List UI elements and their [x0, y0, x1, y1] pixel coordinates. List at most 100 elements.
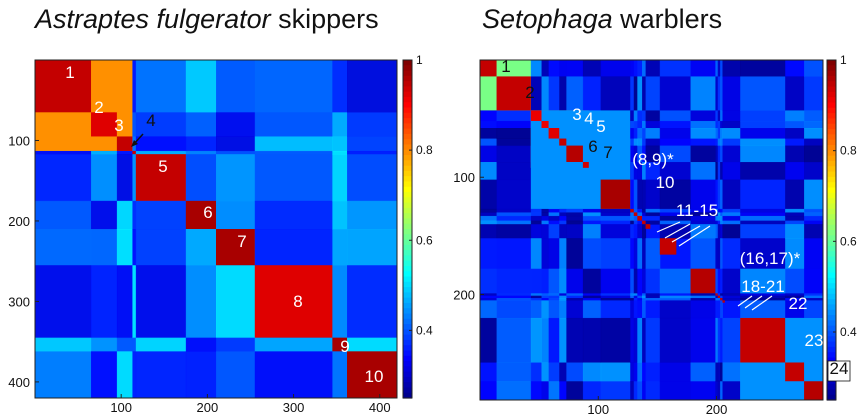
panel-1-x-tick-label: 300 [283, 400, 305, 415]
panel-1-colorbar-swatch [403, 324, 412, 330]
panel-2-offdiag-cell [497, 110, 532, 121]
panel-1-offdiag-cell [117, 201, 133, 230]
panel-2-offdiag-cell [804, 162, 823, 180]
panel-2-colorbar-swatch [827, 172, 836, 178]
panel-2-offdiag-cell [785, 146, 804, 163]
panel-2-offdiag-cell [601, 221, 631, 225]
panel-2-offdiag-cell [785, 162, 804, 180]
panel-2-offdiag-cell [722, 212, 740, 216]
panel-2-offdiag-cell [691, 362, 716, 381]
panel-1-block-label-6: 6 [203, 203, 212, 222]
panel-2-offdiag-cell [634, 269, 638, 294]
panel-2-block-label-7: 7 [603, 143, 612, 162]
panel-1-block-label-7: 7 [237, 232, 246, 251]
panel-2-offdiag-cell [566, 238, 583, 269]
panel-2-offdiag-cell [480, 110, 497, 121]
panel-2-colorbar-swatch [827, 246, 836, 252]
panel-2-offdiag-cell [549, 209, 560, 213]
panel-2-block-label-10: 10 [656, 173, 675, 192]
panel-1-offdiag-cell [347, 201, 397, 230]
panel-2-offdiag-cell [542, 216, 550, 221]
panel-1-offdiag-cell [186, 60, 217, 113]
panel-2-offdiag-cell [646, 238, 661, 269]
panel-2-colorbar-swatch [827, 288, 836, 294]
panel-2-offdiag-cell [566, 224, 583, 239]
panel-2-offdiag-cell [634, 381, 638, 400]
panel-2-offdiag-cell [601, 224, 631, 239]
panel-2-offdiag-cell [804, 76, 823, 111]
panel-2-offdiag-cell [531, 269, 542, 294]
panel-2-offdiag-cell [549, 60, 560, 77]
panel-2-offdiag-cell [691, 221, 716, 225]
panel-2-block-label-24: 24 [830, 359, 849, 378]
panel-2-colorbar-swatch [827, 320, 836, 326]
panel-2-offdiag-cell [549, 221, 560, 225]
panel-1-x-tick-label: 400 [369, 400, 391, 415]
panel-1-offdiag-cell [186, 351, 217, 398]
panel-1-offdiag-cell [117, 151, 133, 155]
panel-2-offdiag-cell [542, 381, 550, 400]
panel-1-offdiag-cell [347, 136, 397, 151]
panel-2-offdiag-cell [722, 269, 740, 294]
panel-2-offdiag-cell [630, 60, 634, 77]
panel-2-offdiag-cell [637, 209, 642, 213]
panel-2-colorbar-swatch [827, 166, 836, 172]
panel-2-colorbar-swatch [827, 182, 836, 188]
panel-2-offdiag-cell [642, 139, 646, 147]
panel-1-offdiag-cell [136, 351, 186, 398]
panel-2-colorbar-swatch [827, 108, 836, 114]
panel-1-y-tick-label: 400 [8, 375, 30, 390]
panel-1-colorbar-swatch [403, 366, 412, 372]
panel-1-colorbar-tick-label: 1 [416, 53, 423, 67]
panel-2-offdiag-cell [583, 216, 601, 221]
panel-1-colorbar-tick-label: 0.8 [416, 143, 433, 157]
panel-2-offdiag-cell [646, 212, 661, 216]
panel-2-offdiag-cell [531, 300, 542, 318]
panel-2-offdiag-cell [630, 221, 634, 225]
panel-2-offdiag-cell [740, 216, 785, 221]
panel-1-colorbar-swatch [403, 113, 412, 119]
panel-2-offdiag-cell [785, 212, 804, 216]
panel-2-offdiag-cell [630, 121, 634, 129]
panel-2-offdiag-cell [559, 224, 567, 239]
panel-1-offdiag-cell [136, 136, 186, 151]
panel-1-offdiag-cell [132, 112, 136, 137]
panel-2-offdiag-cell [559, 300, 567, 318]
panel-2-offdiag-cell [497, 221, 532, 225]
panel-2-block-label-4: 4 [584, 109, 593, 128]
panel-2-block-5 [549, 128, 560, 139]
panel-2-offdiag-cell [559, 381, 567, 400]
panel-1-offdiag-cell [216, 338, 255, 352]
panel-2-colorbar-swatch [827, 71, 836, 77]
panel-2-offdiag-cell [630, 128, 634, 139]
panel-2-offdiag-cell [630, 300, 634, 318]
panel-2-offdiag-cell [634, 238, 638, 269]
panel-2-colorbar-swatch [827, 304, 836, 310]
panel-1-offdiag-cell [255, 201, 333, 230]
panel-1-colorbar-swatch [403, 335, 412, 341]
panel-2-colorbar-swatch [827, 209, 836, 215]
panel-2-offdiag-cell [804, 128, 823, 139]
panel-1-offdiag-cell [35, 265, 92, 338]
panel-2-colorbar-tick-label: 0.6 [840, 234, 857, 248]
panel-2-offdiag-cell [660, 76, 691, 111]
panel-2-offdiag-cell [804, 139, 823, 147]
panel-2-offdiag-cell [691, 238, 716, 269]
panel-2-offdiag-cell [531, 362, 542, 381]
panel-1-offdiag-cell [186, 151, 217, 155]
panel-2-colorbar-tick-label: 0.8 [840, 144, 857, 158]
panel-1-colorbar-swatch [403, 382, 412, 388]
panel-2-colorbar-swatch [827, 103, 836, 109]
panel-2-block-label-2: 2 [525, 83, 534, 102]
panel-2-offdiag-cell [601, 269, 631, 294]
panel-2-offdiag-cell [722, 224, 740, 239]
panel-2-offdiag-cell [634, 300, 638, 318]
panel-1-colorbar-swatch [403, 145, 412, 151]
panel-2-offdiag-cell [480, 221, 497, 225]
panel-1-offdiag-cell [332, 154, 347, 201]
panel-2-offdiag-cell [583, 269, 601, 294]
panel-2-offdiag-cell [497, 212, 532, 216]
panel-2-colorbar-swatch [827, 310, 836, 316]
panel-1-colorbar-swatch [403, 350, 412, 356]
panel-2-offdiag-cell [804, 110, 823, 121]
